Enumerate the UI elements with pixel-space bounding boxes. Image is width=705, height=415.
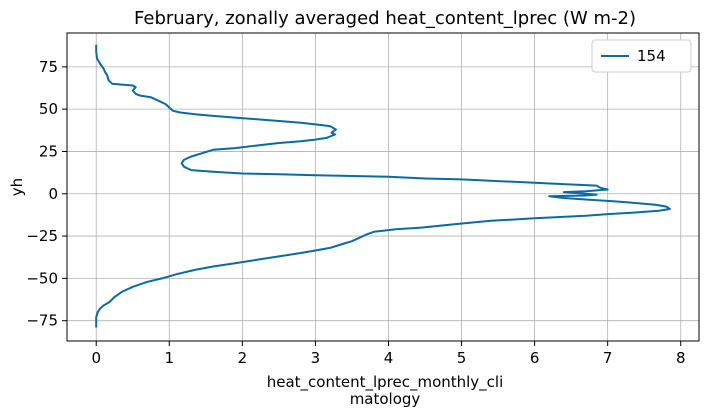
legend: 154: [591, 39, 692, 73]
chart-title: February, zonally averaged heat_content_…: [134, 8, 636, 29]
x-tick-label: 4: [384, 349, 394, 367]
x-tick-label: 8: [676, 349, 686, 367]
x-axis: 0 1 2 3 4 5 6 7 8: [91, 341, 686, 367]
y-tick-label: −75: [26, 312, 58, 330]
x-tick-label: 7: [603, 349, 613, 367]
series-line: [95, 44, 671, 328]
y-axis: −75 −50 −25 0 25 50 75: [26, 58, 67, 330]
y-tick-label: 75: [39, 58, 58, 76]
x-axis-label-line-2: matology: [350, 390, 421, 408]
grid: [67, 33, 699, 341]
x-tick-label: 0: [91, 349, 101, 367]
x-axis-label-line-1: heat_content_lprec_monthly_cli: [267, 373, 504, 392]
series-lines: [95, 44, 671, 328]
x-tick-label: 2: [238, 349, 248, 367]
y-tick-label: −50: [26, 269, 58, 287]
y-tick-label: 50: [39, 100, 58, 118]
y-tick-label: 0: [48, 185, 58, 203]
x-tick-label: 5: [457, 349, 467, 367]
legend-label: 154: [637, 47, 666, 65]
y-tick-label: 25: [39, 142, 58, 160]
legend-box: [591, 39, 692, 73]
x-tick-label: 3: [311, 349, 321, 367]
x-tick-label: 1: [165, 349, 175, 367]
y-axis-label: yh: [8, 178, 26, 196]
x-tick-label: 6: [530, 349, 540, 367]
plot-area: [66, 32, 700, 342]
y-tick-label: −25: [26, 227, 58, 245]
